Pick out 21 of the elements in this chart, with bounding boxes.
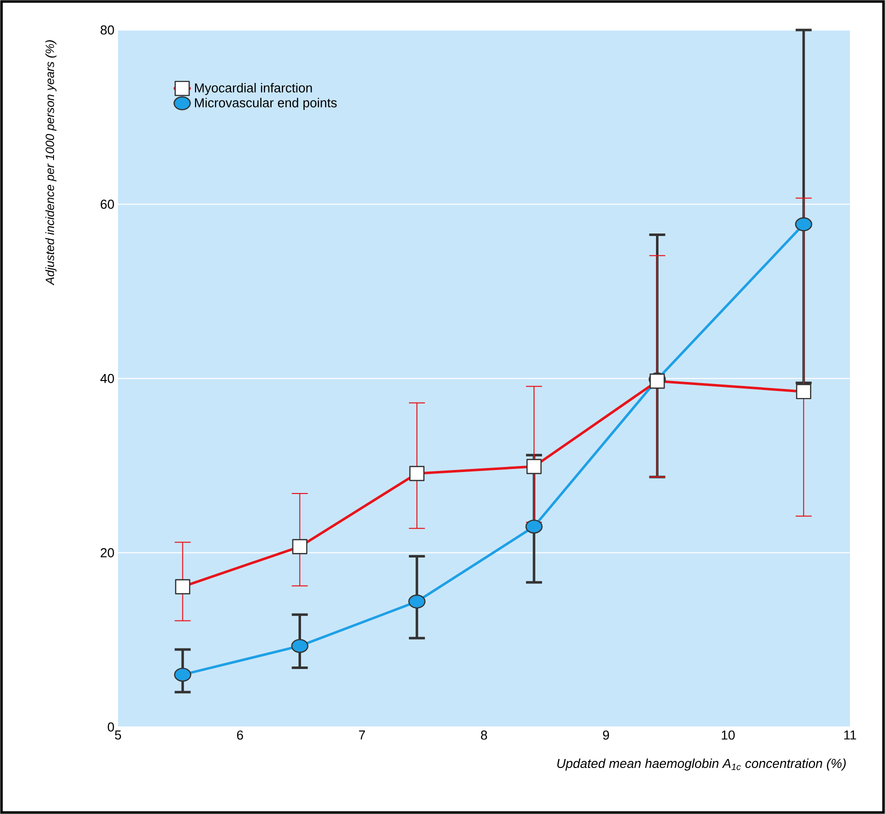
x-tick-label: 7 (359, 730, 365, 740)
point (174, 668, 192, 682)
x-tick-label: 9 (603, 730, 609, 740)
x-tick-label: 11 (844, 730, 856, 740)
y-tick-label: 40 (100, 374, 114, 384)
y-tick-label: 20 (100, 548, 114, 558)
x-tick-label: 8 (480, 730, 488, 740)
point (525, 520, 543, 534)
y-tick-label: 80 (100, 25, 114, 35)
point (291, 638, 308, 653)
legend-label: Myocardial infarction (195, 82, 312, 96)
y-tick-label: 0 (108, 722, 114, 732)
legend-label: Microvascular end points (195, 98, 337, 110)
y-tick-label: 60 (100, 200, 114, 209)
x-tick-label: 10 (722, 730, 735, 740)
point (408, 594, 426, 609)
y-axis-title: Adjusted incidence per 1000 person years (%) (45, 40, 56, 286)
x-tick-label: 6 (237, 730, 244, 740)
point (795, 217, 812, 232)
x-axis-title: Updated mean haemoglobin A$_{1c}$ concentration (%) (557, 758, 846, 771)
x-tick-label: 5 (114, 730, 122, 740)
